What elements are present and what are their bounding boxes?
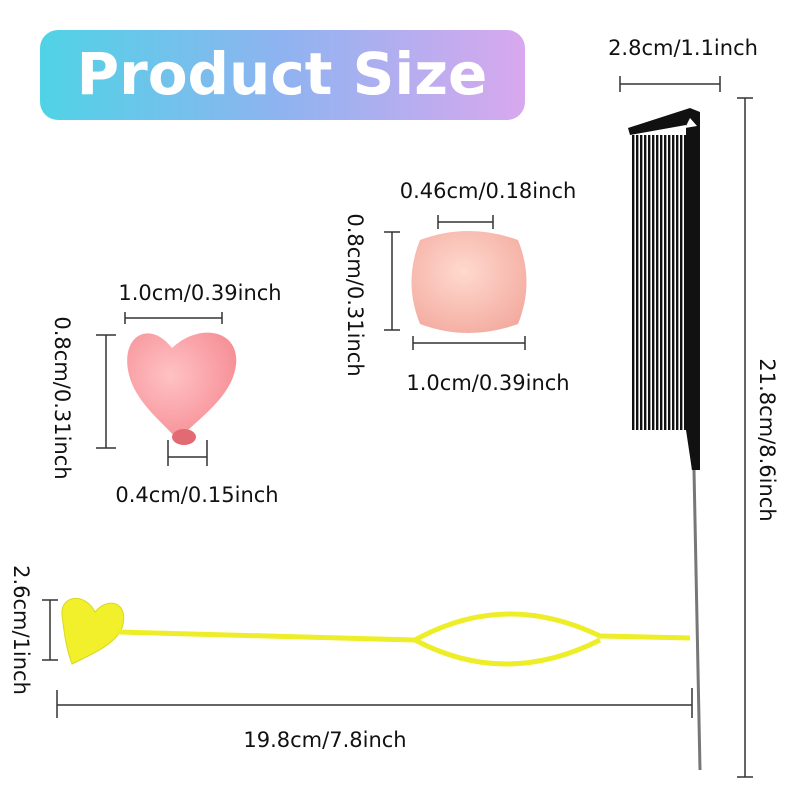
loop-height-label: 2.6cm/1inch <box>9 565 33 695</box>
round-width-dimension <box>412 336 526 350</box>
heart-height-label: 0.8cm/0.31inch <box>50 316 74 479</box>
round-width-label: 1.0cm/0.39inch <box>406 371 569 395</box>
loop-length-label: 19.8cm/7.8inch <box>243 728 406 752</box>
round-height-dimension <box>384 231 400 331</box>
comb-length-dimension: 21.8cm/8.6inch <box>737 97 779 778</box>
comb-length-label: 21.8cm/8.6inch <box>755 358 779 521</box>
round-bead <box>411 231 527 333</box>
heart-hole-label: 0.4cm/0.15inch <box>115 483 278 507</box>
heart-width-label: 1.0cm/0.39inch <box>118 281 281 305</box>
round-height-label: 0.8cm/0.31inch <box>343 213 367 376</box>
comb-width-label: 2.8cm/1.1inch <box>608 36 758 60</box>
comb <box>628 108 702 771</box>
heart-width-dimension <box>124 312 223 324</box>
title: Product Size <box>77 40 488 108</box>
loop-length-dimension <box>56 688 693 718</box>
round-hole-label: 0.46cm/0.18inch <box>400 179 577 203</box>
loop-tool <box>61 597 691 667</box>
heart-bead <box>127 332 237 445</box>
round-hole-dimension <box>437 215 494 229</box>
comb-width-dimension: 2.8cm/1.1inch <box>608 36 758 92</box>
heart-height-dimension <box>96 334 116 449</box>
title-banner <box>40 30 525 120</box>
loop-height-dimension <box>42 599 58 661</box>
heart-hole-dimension <box>167 440 208 466</box>
